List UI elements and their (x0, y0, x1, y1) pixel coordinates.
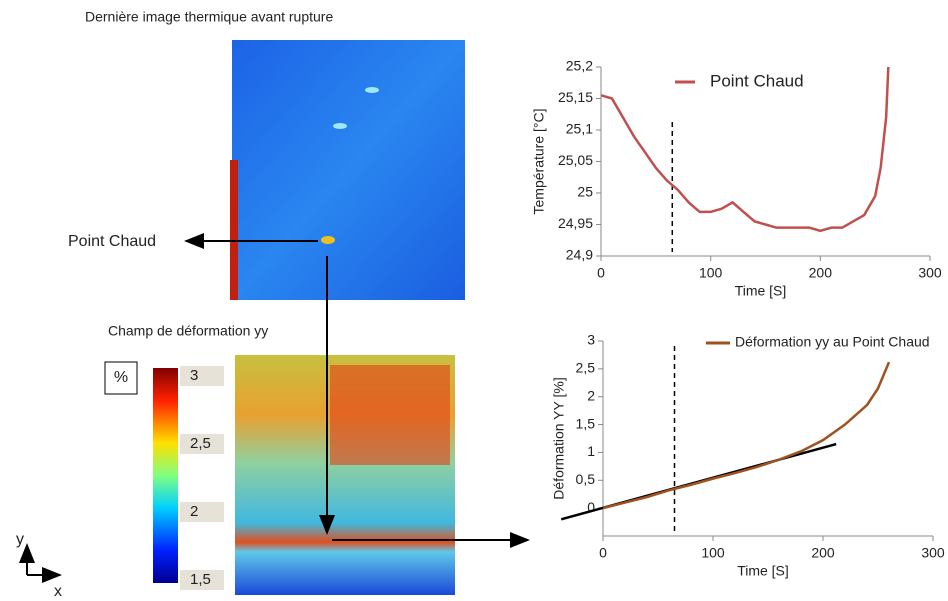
thermal-spot (333, 123, 347, 129)
x-tick-label: 0 (599, 545, 607, 561)
y-tick-label: 25 (577, 184, 593, 200)
thermal-image (232, 40, 465, 300)
y-tick-label: 1,5 (576, 415, 596, 431)
x-tick-label: 100 (699, 265, 723, 281)
y-tick-label: 25,1 (566, 121, 593, 137)
legend-label: Déformation yy au Point Chaud (735, 334, 930, 350)
axis-x-label: x (54, 583, 62, 600)
y-axis-title: Température [°C] (531, 109, 547, 215)
colorbar-tick-bg (180, 434, 224, 454)
hotspot (321, 236, 335, 244)
x-axis-title: Time [S] (737, 563, 789, 579)
y-tick-label: 24,9 (566, 247, 593, 263)
thermal-title: Dernière image thermique avant rupture (85, 9, 333, 25)
series-line (600, 66, 890, 233)
x-tick-label: 100 (701, 545, 725, 561)
x-tick-label: 300 (921, 545, 945, 561)
y-axis-title: Déformation YY [%] (551, 377, 567, 499)
thermal-edge (230, 160, 238, 300)
y-tick-label: 25,05 (558, 152, 593, 168)
y-tick-label: 2,5 (576, 360, 596, 376)
y-tick-label: 25,2 (566, 58, 593, 74)
y-tick-label: 1 (587, 443, 595, 459)
hotspot-label: Point Chaud (68, 233, 156, 250)
colorbar-tick-label: 2,5 (190, 435, 211, 452)
colorbar-tick-label: 1,5 (190, 571, 211, 588)
y-tick-label: 0,5 (576, 471, 596, 487)
x-tick-label: 0 (597, 265, 605, 281)
y-tick-label: 24,95 (558, 215, 593, 231)
axis-y-label: y (16, 531, 24, 548)
x-tick-label: 200 (811, 545, 835, 561)
colorbar-tick-bg (180, 502, 224, 522)
colorbar-unit: % (114, 369, 128, 386)
y-tick-label: 2 (587, 387, 595, 403)
colorbar-tick-bg (180, 570, 224, 590)
x-axis-title: Time [S] (735, 283, 787, 299)
x-tick-label: 300 (918, 265, 942, 281)
x-tick-label: 200 (809, 265, 833, 281)
thermal-spot (365, 87, 379, 93)
colorbar-tick-bg (180, 366, 224, 386)
strain-title: Champ de déformation yy (108, 323, 268, 339)
y-tick-label: 0 (587, 499, 595, 515)
strain-zone (330, 365, 450, 465)
unit-box (104, 361, 138, 395)
y-tick-label: 3 (587, 332, 595, 348)
colorbar-tick-label: 2 (190, 503, 198, 520)
y-tick-label: 25,15 (558, 89, 593, 105)
legend-label: Point Chaud (710, 71, 804, 90)
colorbar (153, 368, 178, 583)
colorbar-tick-label: 3 (190, 367, 198, 384)
series-line (602, 361, 891, 510)
